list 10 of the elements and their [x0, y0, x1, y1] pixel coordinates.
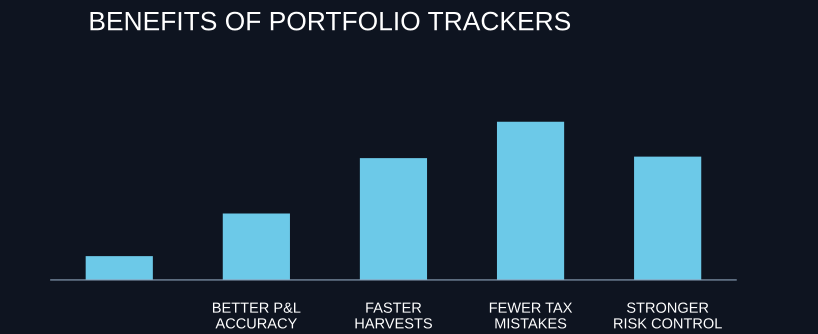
chart-title: BENEFITS OF PORTFOLIO TRACKERS — [90, 12, 570, 30]
bar — [360, 158, 428, 280]
bar — [634, 156, 702, 280]
bar — [86, 256, 153, 280]
x-tick-label: FEWER TAX MISTAKES — [490, 302, 572, 329]
bar — [222, 213, 290, 280]
x-tick-label: BETTER P&L ACCURACY — [212, 302, 300, 329]
x-tick-label: FASTER HARVESTS — [355, 302, 432, 329]
bar — [496, 122, 564, 280]
x-tick-label: STRONGER RISK CONTROL — [614, 302, 722, 329]
